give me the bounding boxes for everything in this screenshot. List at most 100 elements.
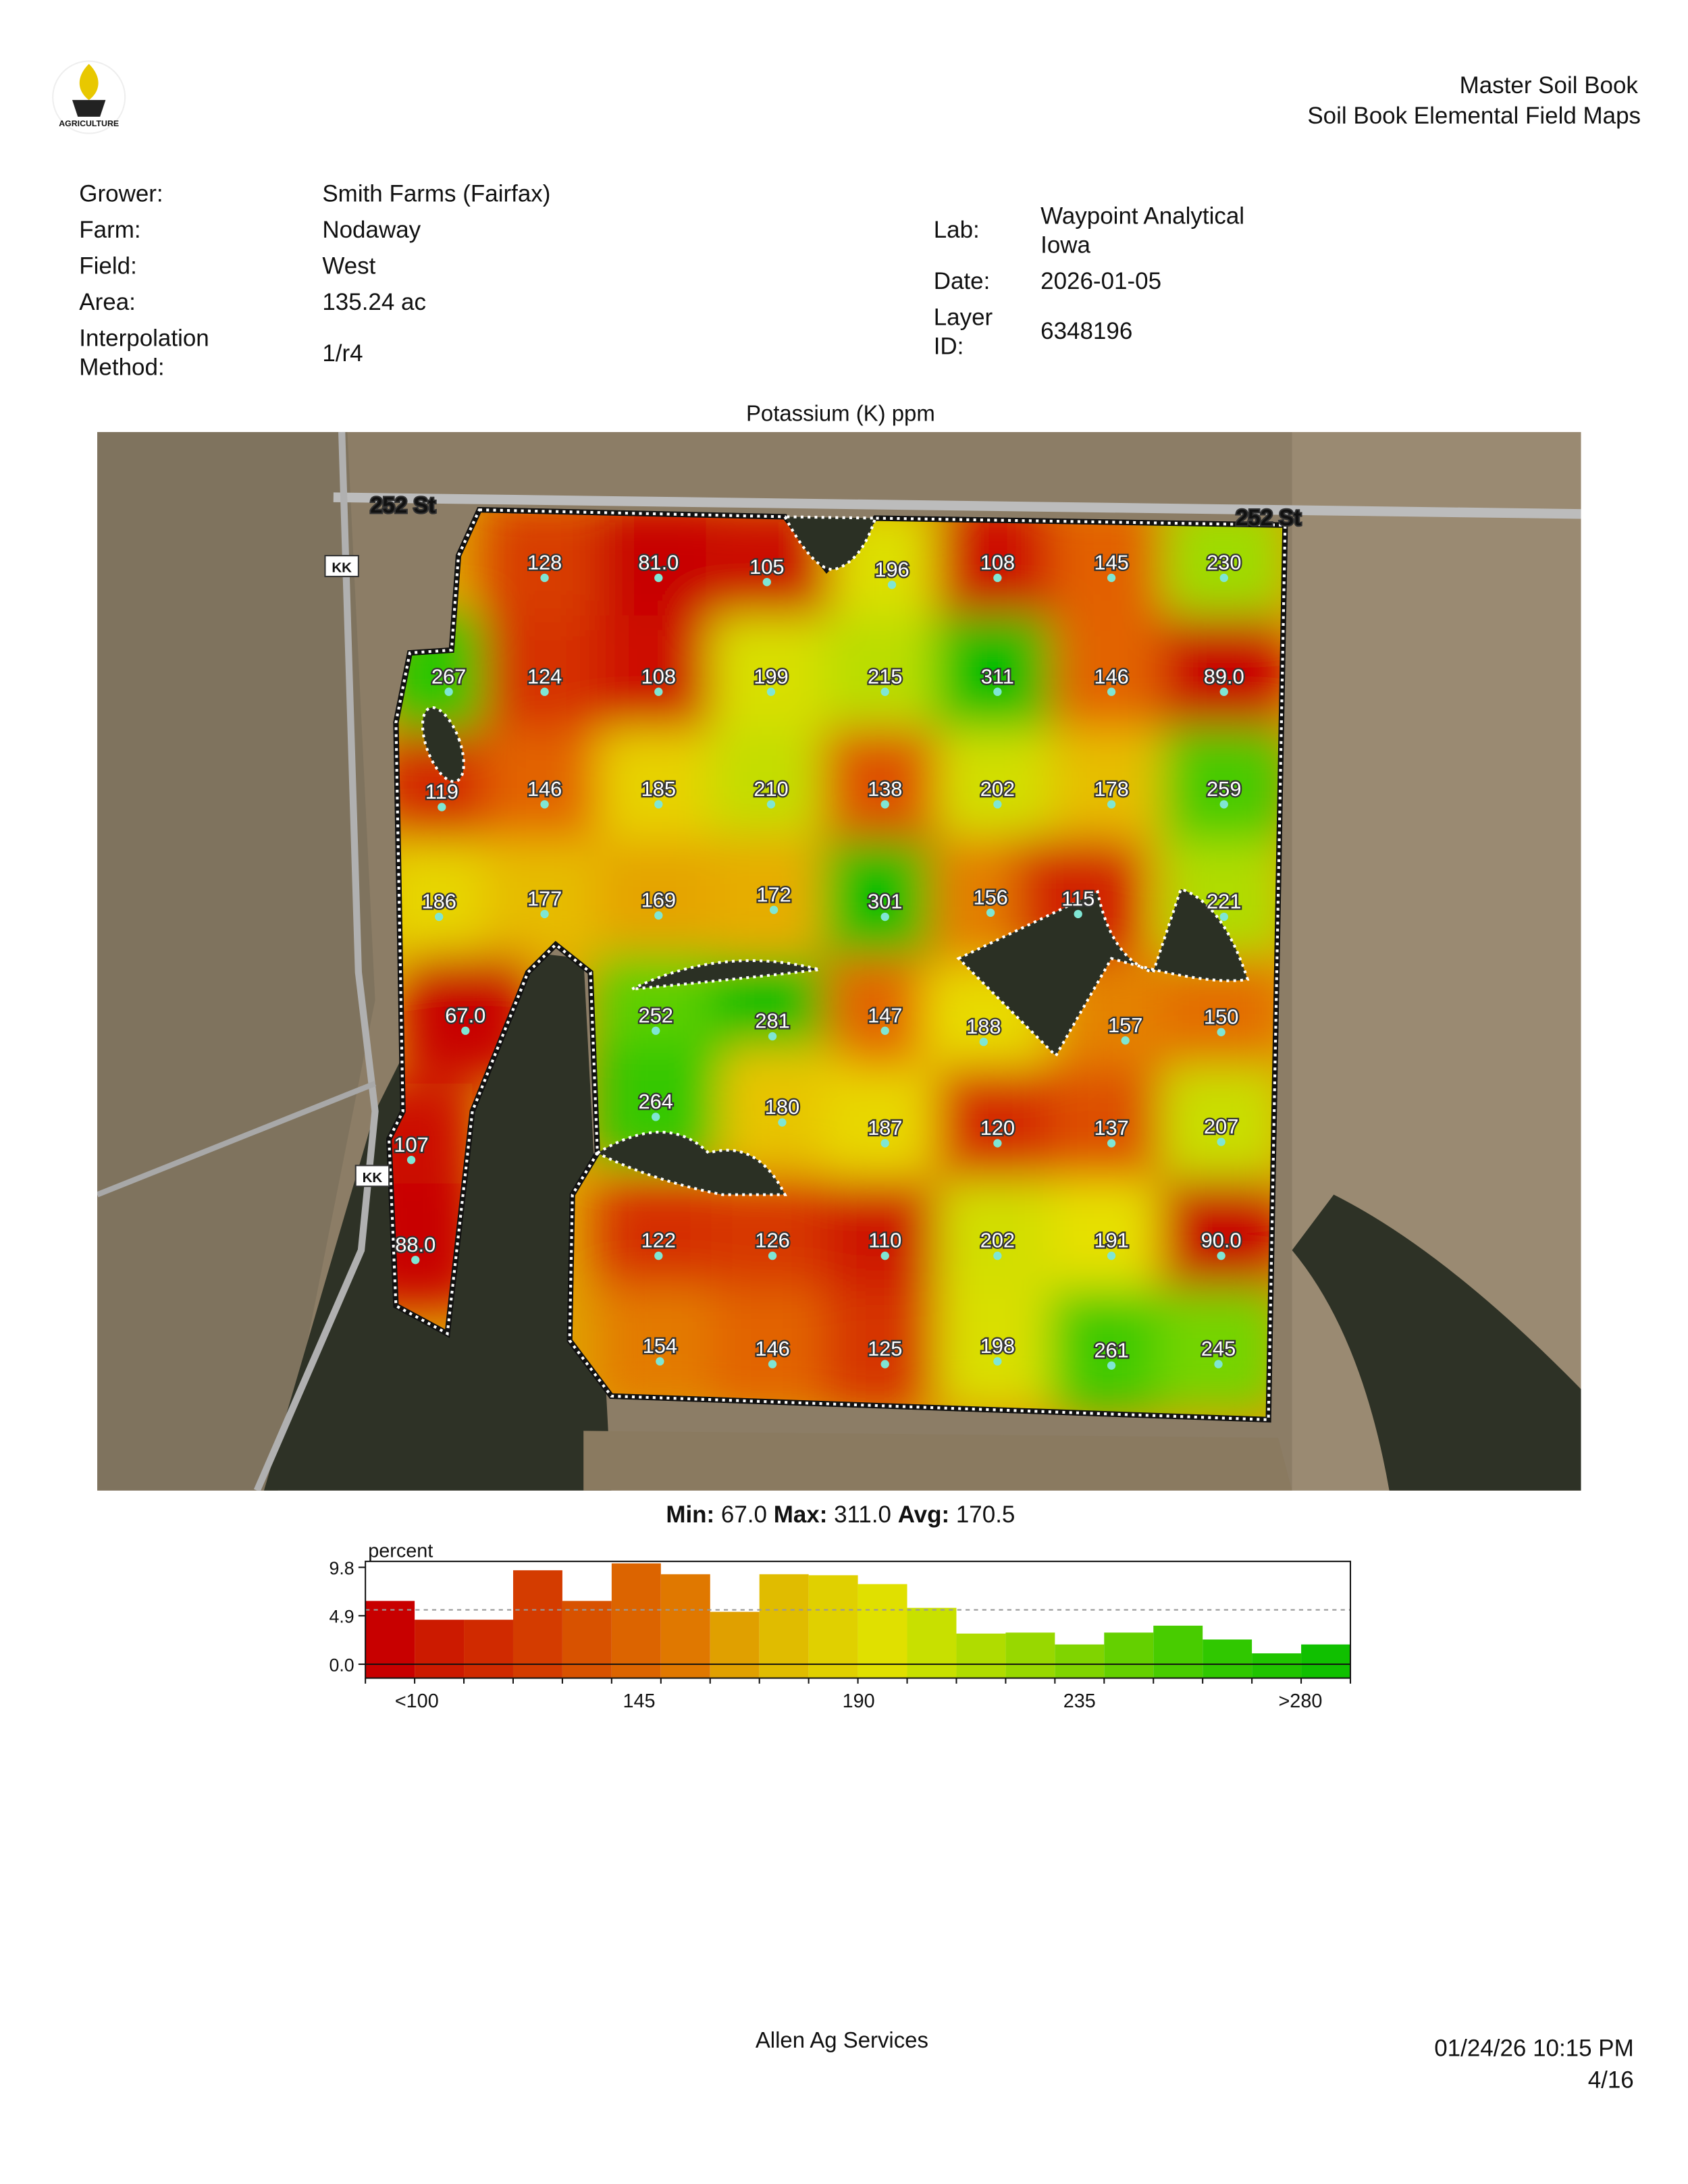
- sample-label: 146: [527, 777, 562, 801]
- heat-cell: [597, 838, 720, 961]
- sample-dot: [778, 1118, 787, 1127]
- sample-label: 147: [868, 1003, 902, 1027]
- hist-bar: [1153, 1625, 1203, 1678]
- heat-cell: [936, 728, 1059, 851]
- heat-cell: [1160, 1179, 1283, 1302]
- sample-label: 207: [1204, 1115, 1238, 1138]
- sample-label: 146: [1094, 664, 1129, 688]
- sample-label: 81.0: [638, 551, 679, 575]
- hist-bar: [907, 1607, 957, 1678]
- hist-bar: [1301, 1644, 1350, 1678]
- summary: Min: 67.0 Max: 311.0 Avg: 170.5: [666, 1501, 1015, 1528]
- sample-label: 252: [638, 1003, 673, 1027]
- heat-cell: [597, 615, 720, 738]
- sample-dot: [768, 1251, 777, 1260]
- sample-dot: [540, 800, 549, 809]
- sample-label: 107: [394, 1133, 428, 1156]
- info-table: Grower: Smith Farms (Fairfax) Farm: Nodaway…: [79, 180, 1244, 380]
- sample-label: 89.0: [1204, 664, 1244, 688]
- heat-cell: [1157, 1287, 1280, 1410]
- sample-label: 108: [980, 551, 1016, 575]
- sample-label: 186: [421, 890, 456, 913]
- info-value: West: [322, 252, 375, 279]
- info-label: Field:: [79, 252, 137, 279]
- sample-dot: [887, 581, 897, 589]
- sample-dot: [1121, 1036, 1130, 1045]
- sample-dot: [1074, 909, 1082, 919]
- heat-cell: [824, 728, 947, 851]
- sample-dot: [880, 800, 889, 809]
- sample-dot: [1219, 800, 1228, 809]
- heat-cell: [711, 1179, 834, 1302]
- sample-label: 154: [643, 1334, 678, 1358]
- footer-page: 4/16: [1588, 2067, 1634, 2094]
- sample-dot: [769, 905, 779, 914]
- heat-cell: [1050, 728, 1173, 851]
- sample-dot: [979, 1038, 988, 1046]
- y-tick-label: 0.0: [329, 1655, 354, 1675]
- sample-dot: [993, 1251, 1002, 1260]
- sample-dot: [656, 1357, 664, 1366]
- heat-cell: [936, 1067, 1059, 1190]
- header-title: Master Soil Book: [1460, 72, 1639, 99]
- sample-dot: [880, 1360, 889, 1368]
- sample-dot: [880, 1251, 889, 1260]
- sample-label: 119: [425, 780, 458, 803]
- sample-label: 90.0: [1201, 1229, 1242, 1252]
- sample-label: 245: [1201, 1337, 1236, 1360]
- sample-label: 150: [1204, 1005, 1238, 1028]
- map: [97, 431, 1581, 1491]
- sample-label: 202: [980, 1229, 1016, 1252]
- heat-cell: [936, 1179, 1059, 1302]
- hist-bar: [956, 1633, 1006, 1678]
- heat-cell: [1163, 510, 1286, 624]
- sample-label: 198: [980, 1334, 1016, 1358]
- header-subtitle: Soil Book Elemental Field Maps: [1307, 103, 1641, 129]
- sample-label: 115: [1061, 887, 1094, 911]
- sample-dot: [444, 687, 453, 696]
- heat-cell: [1163, 728, 1286, 851]
- summary-min: 67.0: [721, 1501, 767, 1528]
- sample-label: 188: [966, 1015, 1001, 1038]
- hist-bar: [858, 1584, 907, 1678]
- info-value: 2026-01-05: [1040, 268, 1161, 294]
- sample-dot: [1217, 1028, 1225, 1036]
- sample-dot: [993, 1357, 1002, 1366]
- info-value: Waypoint Analytical Iowa: [1040, 203, 1244, 258]
- sample-dot: [986, 908, 995, 917]
- sample-label: 180: [765, 1095, 800, 1119]
- heat-cell: [720, 1046, 843, 1169]
- x-tick-label: <100: [395, 1690, 439, 1712]
- heat-cell: [710, 615, 833, 738]
- sample-dot: [654, 573, 663, 583]
- info-label: Layer ID:: [934, 304, 993, 359]
- info-label: Interpolation Method:: [79, 325, 209, 380]
- sample-dot: [1219, 912, 1228, 922]
- heat-cell: [1050, 1067, 1173, 1190]
- info-value: 1/r4: [322, 340, 363, 367]
- sample-label: 185: [641, 777, 677, 801]
- sample-dot: [540, 909, 549, 919]
- sample-dot: [1219, 573, 1228, 583]
- heat-cell: [712, 833, 835, 956]
- sample-label: 210: [754, 777, 789, 801]
- sample-dot: [766, 687, 776, 696]
- hist-bar: [759, 1574, 809, 1678]
- sample-dot: [406, 1155, 416, 1165]
- sample-label: 172: [756, 882, 791, 906]
- sample-label: 267: [431, 664, 467, 688]
- info-label: Area:: [79, 289, 136, 315]
- logo-text: AGRICULTURE: [59, 119, 119, 128]
- summary-text: Min: 67.0 Max: 311.0 Avg: 170.5: [666, 1501, 1015, 1528]
- heat-cell: [597, 510, 720, 624]
- sample-label: 146: [755, 1337, 790, 1360]
- sample-dot: [435, 912, 444, 922]
- hist-bar: [512, 1570, 562, 1678]
- x-tick-label: 190: [843, 1690, 875, 1712]
- sample-dot: [1214, 1360, 1223, 1368]
- sample-dot: [1219, 687, 1228, 696]
- sample-label: 120: [980, 1116, 1016, 1140]
- sample-dot: [762, 577, 771, 587]
